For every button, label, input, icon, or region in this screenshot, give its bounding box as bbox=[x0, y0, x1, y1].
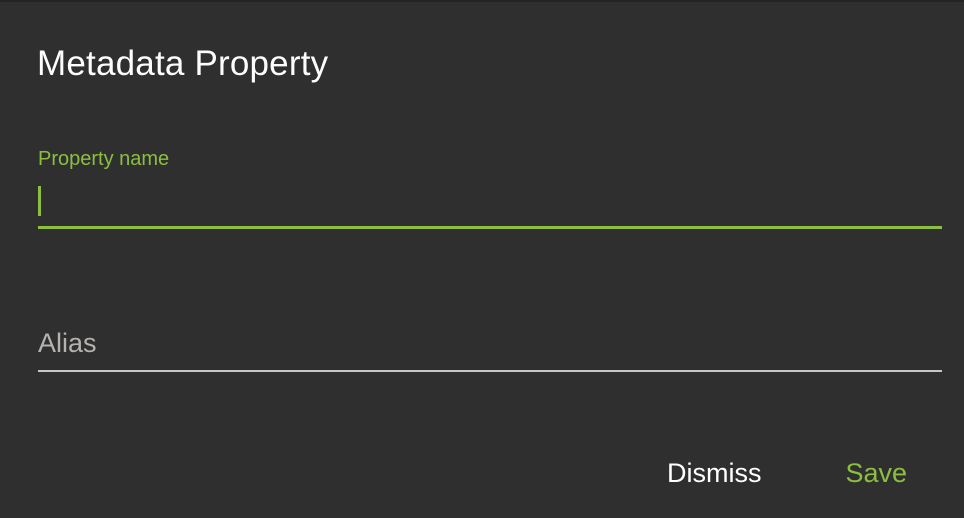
alias-input[interactable]: Alias bbox=[38, 324, 942, 364]
property-name-input[interactable] bbox=[38, 178, 942, 226]
dismiss-button[interactable]: Dismiss bbox=[666, 458, 762, 488]
alias-placeholder: Alias bbox=[38, 328, 97, 358]
dialog-title: Metadata Property bbox=[37, 44, 329, 83]
save-button[interactable]: Save bbox=[845, 458, 907, 488]
text-cursor bbox=[38, 186, 41, 216]
alias-underline bbox=[38, 370, 942, 372]
dialog-actions: Dismiss Save bbox=[667, 457, 907, 489]
alias-field: Alias bbox=[38, 324, 942, 372]
property-name-label: Property name bbox=[38, 148, 170, 170]
property-name-underline bbox=[38, 226, 942, 229]
property-name-field: Property name bbox=[38, 148, 942, 229]
